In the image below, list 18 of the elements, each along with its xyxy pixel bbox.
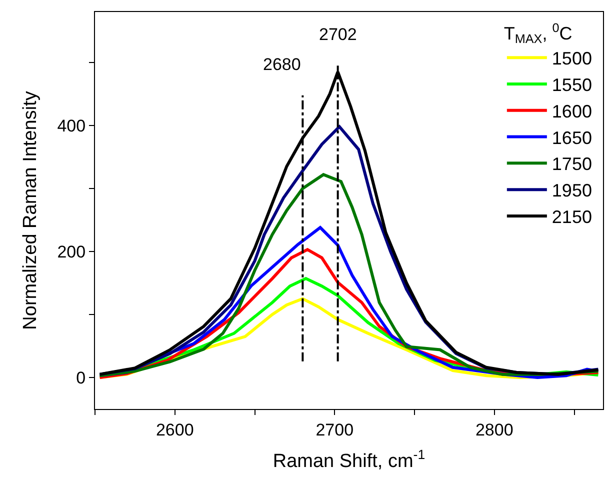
- legend-label: 1950: [552, 180, 592, 201]
- legend-label: 1500: [552, 48, 592, 69]
- x-tick-label: 2600: [156, 420, 194, 440]
- y-axis-title: Normalized Raman Intensity: [20, 90, 42, 330]
- legend-label: 1650: [552, 128, 592, 148]
- legend-label: 1550: [552, 74, 592, 95]
- legend-title: T$_{MAX}$, $^{0}$C: [504, 20, 572, 46]
- y-tick-label: 200: [57, 242, 86, 262]
- y-tick-label: 0: [76, 368, 86, 388]
- x-axis-title: Raman Shift, cm$^{-1}$: [272, 447, 426, 472]
- ref-line-label: 2702: [319, 25, 357, 44]
- legend-label: 2150: [552, 206, 592, 227]
- x-tick-label: 2800: [475, 420, 514, 440]
- legend-label: 1600: [552, 101, 592, 122]
- y-tick-label: 400: [57, 116, 86, 136]
- x-tick-label: 2700: [316, 420, 354, 440]
- ref-line-label: 2680: [263, 55, 301, 74]
- legend-label: 1750: [552, 154, 592, 174]
